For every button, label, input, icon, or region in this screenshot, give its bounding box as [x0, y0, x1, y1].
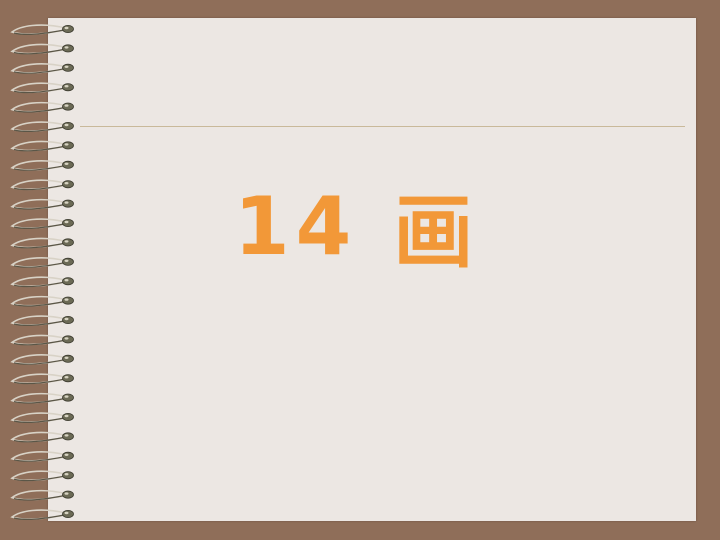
slide-title: 14 画 [234, 176, 479, 280]
binding-ring [10, 63, 74, 74]
binding-ring [10, 160, 74, 171]
binding-ring [10, 24, 74, 36]
binding-ring [10, 198, 74, 210]
binding-ring [10, 315, 74, 327]
binding-ring [10, 373, 74, 385]
binding-ring [10, 121, 74, 133]
notebook-page [48, 18, 696, 521]
binding-ring [10, 218, 74, 230]
binding-ring [10, 431, 74, 443]
binding-ring [10, 101, 74, 113]
spiral-binding-icon [10, 24, 74, 521]
binding-ring [10, 470, 74, 482]
binding-ring [10, 276, 74, 288]
binding-ring [10, 354, 74, 365]
binding-ring [10, 295, 74, 307]
stroke-count-number: 14 [234, 179, 358, 273]
binding-ring [10, 257, 74, 268]
binding-ring [10, 412, 74, 424]
binding-ring [10, 509, 74, 521]
binding-ring [10, 179, 74, 191]
binding-ring [10, 392, 74, 404]
binding-ring [10, 451, 74, 462]
binding-ring [10, 489, 74, 501]
binding-ring [10, 43, 74, 55]
binding-ring [10, 82, 74, 94]
binding-ring [10, 237, 74, 249]
page-divider-line [80, 126, 685, 127]
binding-ring [10, 334, 74, 346]
binding-ring [10, 140, 74, 152]
hanzi-character: 画 [393, 186, 480, 279]
